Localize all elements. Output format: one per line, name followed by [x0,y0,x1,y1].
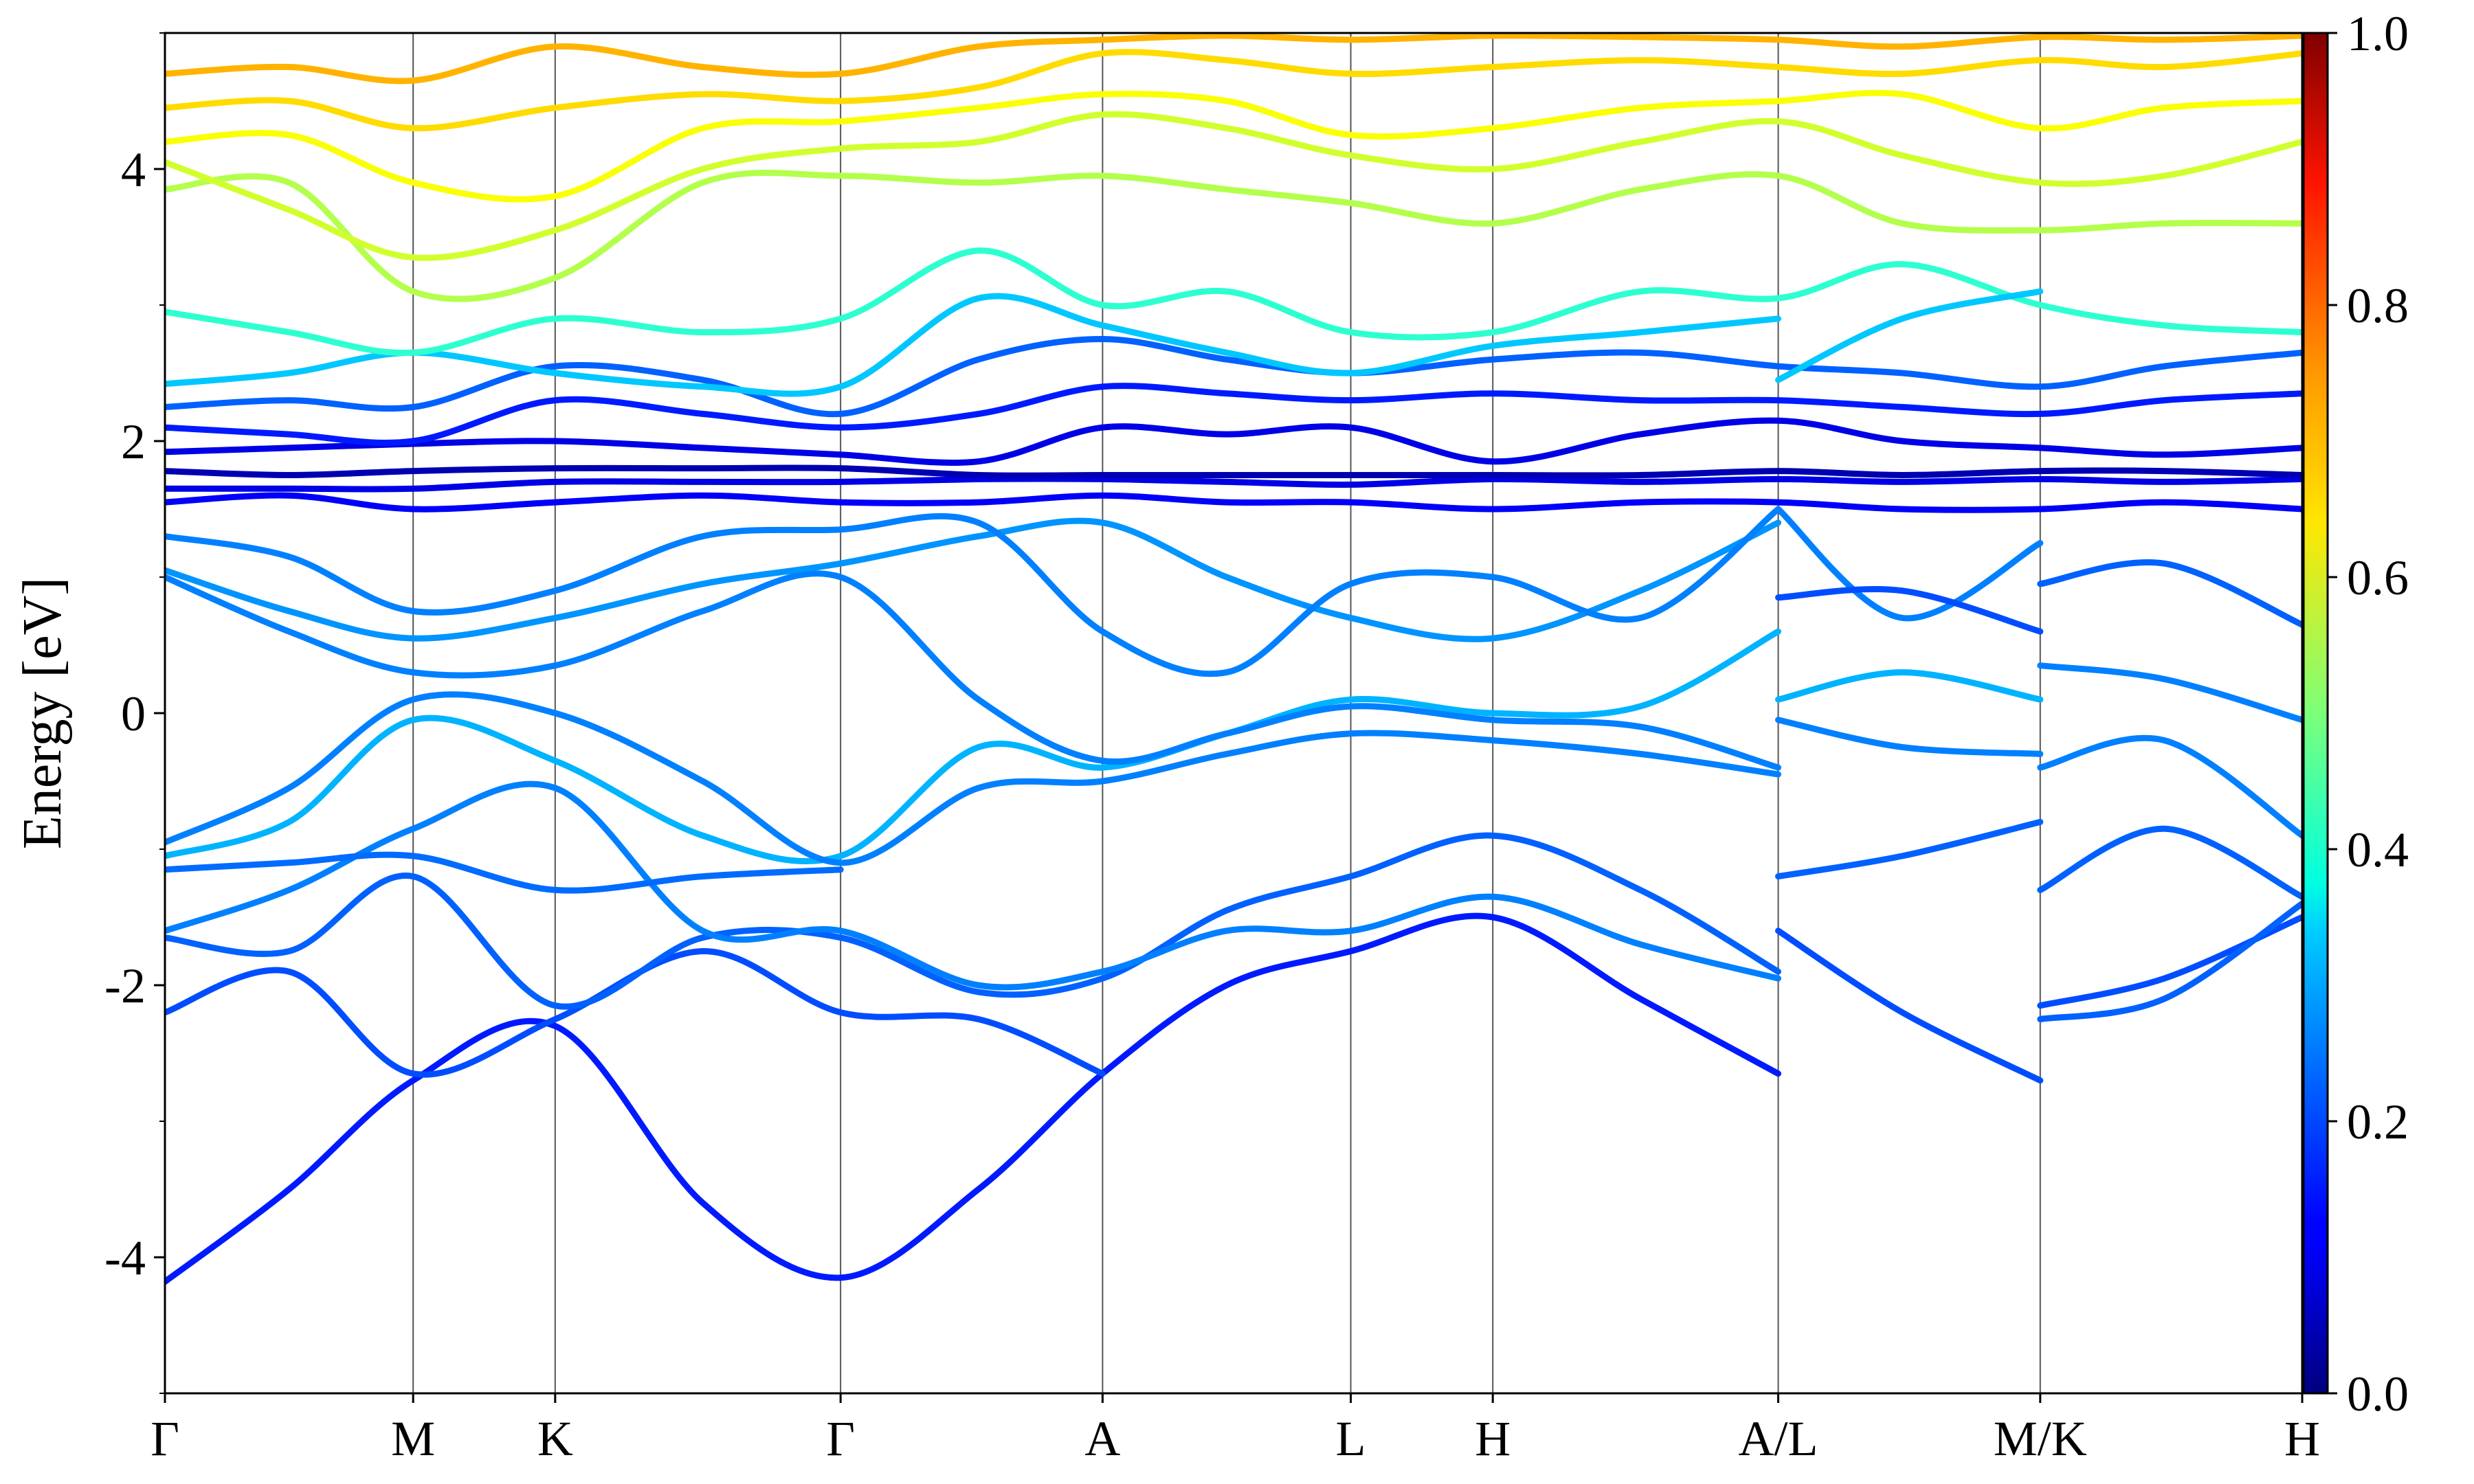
y-tick-label: 2 [121,414,146,469]
band-line [165,33,2302,85]
x-tick-label: H [1475,1411,1511,1466]
x-axis-ticks: Γ M K Γ A L H A/L M/K H [151,1393,2320,1466]
x-tick-label: M/K [1994,1411,2087,1466]
band-line [2037,662,2302,723]
x-tick-label: Γ [151,1411,179,1466]
band-line [1775,818,2044,880]
band-lines [165,33,2302,1285]
band-line [165,49,2302,132]
x-tick-label: L [1336,1411,1366,1466]
band-line [1775,669,2044,703]
band-line [165,851,844,894]
band-line [2037,559,2302,628]
colorbar-tick-label: 0.0 [2347,1367,2409,1421]
band-line [2037,825,2302,900]
band-line [165,832,1781,1010]
colorbar [2302,32,2329,1395]
band-line [165,628,1781,865]
x-tick-label: K [537,1411,573,1466]
y-tick-label: -4 [104,1230,146,1285]
colorbar-tick-label: 0.6 [2347,550,2409,605]
band-line [165,475,2302,493]
band-line [165,169,2302,302]
colorbar-tick-label: 0.4 [2347,822,2409,877]
y-tick-label: 4 [121,142,146,197]
band-line [165,492,2302,513]
y-tick-label: -2 [104,958,146,1013]
band-line [165,247,2302,357]
band-line [165,417,2302,466]
band-line [1775,928,2044,1084]
x-tick-label: M [391,1411,435,1466]
band-line [165,947,1106,1078]
band-line [165,383,2302,446]
colorbar-tick-label: 1.0 [2347,6,2409,61]
y-axis-title: Energy [eV] [12,577,73,849]
y-tick-label: 0 [121,686,146,741]
colorbar-tick-label: 0.2 [2347,1094,2409,1149]
band-line [1775,288,2044,383]
band-line [165,111,2302,261]
y-axis-ticks: -4 -2 0 2 4 [104,32,165,1394]
band-line [165,691,1781,866]
band-line [2037,900,2302,1022]
band-line [1775,506,2044,622]
band-line [165,570,1781,771]
band-line [165,517,1781,642]
colorbar-tick-label: 0.8 [2347,278,2409,333]
x-tick-label: A/L [1739,1411,1818,1466]
band-line [165,89,2302,203]
x-tick-label: Γ [826,1411,855,1466]
colorbar-ticks: 0.0 0.2 0.4 0.6 0.8 1.0 [2328,6,2409,1421]
band-line [165,293,1781,397]
band-line [165,336,2302,418]
band-line [1775,586,2044,635]
band-line [165,506,1781,677]
plot-frame [164,32,2304,1395]
band-line [2037,914,2302,1009]
band-line [165,912,1781,1285]
band-line [1775,717,2044,757]
band-line [165,464,2302,479]
x-tick-label: H [2284,1411,2320,1466]
x-tick-label: A [1084,1411,1120,1466]
band-line [165,780,1781,991]
kpoint-lines [412,33,2041,1393]
band-line [2037,734,2302,839]
